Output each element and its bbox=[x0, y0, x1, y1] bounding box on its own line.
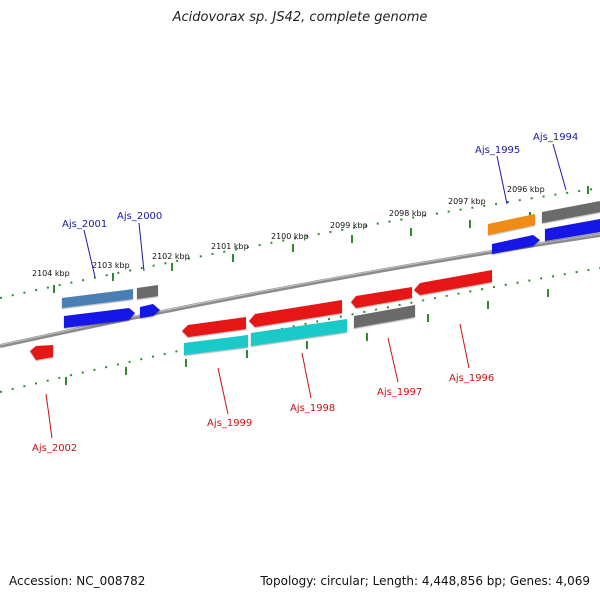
leader-ajs-2001 bbox=[83, 229, 96, 278]
gene-ajs-1998-cyan[interactable] bbox=[251, 319, 347, 346]
gene-ajs-1997-red-a[interactable] bbox=[351, 287, 412, 308]
gene-ajs-1994-gray[interactable] bbox=[542, 201, 600, 223]
forward-strand-features bbox=[62, 201, 600, 328]
inner-major-ticks bbox=[65, 289, 549, 385]
leader-ajs-1998 bbox=[301, 352, 312, 399]
accession-text: Accession: NC_008782 bbox=[9, 574, 146, 588]
gene-ajs-1996-red[interactable] bbox=[414, 270, 492, 295]
gene-label[interactable]: Ajs_1995 bbox=[475, 145, 520, 156]
gene-ajs-2002-red[interactable] bbox=[30, 345, 53, 360]
leader-ajs-2002 bbox=[45, 393, 53, 439]
gene-label[interactable]: Ajs_2000 bbox=[117, 211, 162, 222]
gene-label[interactable]: Ajs_1994 bbox=[533, 132, 578, 143]
scale-label: 2103 kbp bbox=[92, 261, 130, 270]
leader-ajs-1995 bbox=[496, 155, 508, 205]
gene-label[interactable]: Ajs_1999 bbox=[207, 418, 252, 429]
gene-ajs-2000-blue[interactable] bbox=[140, 304, 160, 318]
genome-summary-text: Topology: circular; Length: 4,448,856 bp… bbox=[260, 574, 590, 588]
gene-ajs-1999-red[interactable] bbox=[182, 317, 246, 337]
gene-ajs-1999-cyan[interactable] bbox=[184, 335, 248, 355]
gene-label[interactable]: Ajs_2001 bbox=[62, 219, 107, 230]
scale-label: 2097 kbp bbox=[448, 197, 486, 206]
gene-ajs-1995-orange[interactable] bbox=[488, 214, 535, 235]
gene-label[interactable]: Ajs_2002 bbox=[32, 443, 77, 454]
gene-ajs-1998-red[interactable] bbox=[249, 300, 342, 327]
scale-label: 2100 kbp bbox=[271, 232, 309, 241]
leader-ajs-2000 bbox=[138, 222, 145, 272]
leader-ajs-1994 bbox=[552, 143, 567, 191]
leader-ajs-1999 bbox=[217, 367, 229, 415]
gene-ajs-1997-gray[interactable] bbox=[354, 305, 415, 328]
genome-title: Acidovorax sp. JS42, complete genome bbox=[172, 10, 428, 25]
scale-labels: 2104 kbp 2103 kbp 2102 kbp 2101 kbp 2100… bbox=[32, 185, 545, 278]
outer-scale-track bbox=[0, 187, 600, 299]
reverse-strand-features bbox=[30, 270, 492, 360]
leader-ajs-1997 bbox=[387, 337, 399, 383]
outer-major-ticks bbox=[53, 186, 589, 293]
scale-label: 2096 kbp bbox=[507, 185, 545, 194]
gene-ajs-2001-steel[interactable] bbox=[62, 289, 133, 308]
gene-ajs-1994-blue[interactable] bbox=[545, 219, 600, 241]
scale-label: 2098 kbp bbox=[389, 209, 427, 218]
gene-ajs-2000-gray[interactable] bbox=[137, 285, 158, 299]
gene-ajs-1995-blue[interactable] bbox=[492, 235, 540, 254]
leader-ajs-1996 bbox=[459, 323, 470, 369]
gene-ajs-2001-blue[interactable] bbox=[64, 308, 135, 328]
scale-label: 2104 kbp bbox=[32, 269, 70, 278]
gene-label[interactable]: Ajs_1996 bbox=[449, 373, 494, 384]
gene-label[interactable]: Ajs_1998 bbox=[290, 403, 335, 414]
scale-label: 2102 kbp bbox=[152, 252, 190, 261]
scale-label: 2099 kbp bbox=[330, 221, 368, 230]
gene-labels: Ajs_2001 Ajs_2000 Ajs_1995 Ajs_1994 Ajs_… bbox=[32, 132, 578, 454]
leader-lines bbox=[45, 143, 567, 439]
scale-label: 2101 kbp bbox=[211, 242, 249, 251]
gene-label[interactable]: Ajs_1997 bbox=[377, 387, 422, 398]
